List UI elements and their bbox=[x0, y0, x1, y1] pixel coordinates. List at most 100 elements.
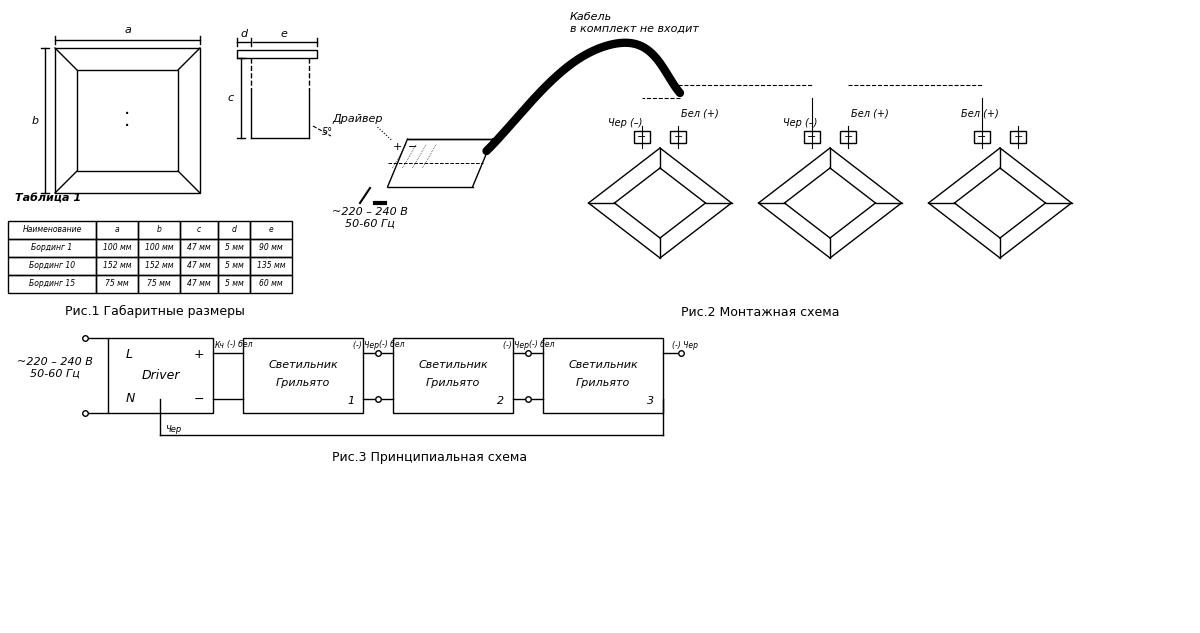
Text: 1: 1 bbox=[348, 396, 354, 406]
Text: b: b bbox=[31, 115, 38, 125]
Text: d: d bbox=[232, 225, 236, 234]
Bar bbox=[108, 338, 214, 413]
Bar bbox=[180, 221, 218, 239]
Text: 152 мм: 152 мм bbox=[103, 261, 131, 270]
Text: Таблица 1: Таблица 1 bbox=[14, 193, 82, 203]
Text: +: + bbox=[193, 348, 204, 361]
Text: Рис.2 Монтажная схема: Рис.2 Монтажная схема bbox=[680, 306, 839, 320]
Text: 5 мм: 5 мм bbox=[224, 261, 244, 270]
Text: a: a bbox=[115, 225, 119, 234]
Text: Чер (–): Чер (–) bbox=[782, 118, 817, 128]
Text: 152 мм: 152 мм bbox=[145, 261, 173, 270]
Text: N: N bbox=[126, 392, 136, 406]
Bar bbox=[77, 70, 178, 171]
Text: c: c bbox=[197, 225, 202, 234]
Text: 5 мм: 5 мм bbox=[224, 244, 244, 253]
Bar bbox=[8, 275, 96, 293]
Bar bbox=[242, 338, 364, 413]
Text: 47 мм: 47 мм bbox=[187, 261, 211, 270]
Bar bbox=[180, 239, 218, 257]
Bar bbox=[180, 257, 218, 275]
Text: (-) Чер: (-) Чер bbox=[503, 341, 529, 349]
Bar bbox=[394, 338, 514, 413]
Text: 3: 3 bbox=[648, 396, 654, 406]
Text: Драйвер: Драйвер bbox=[332, 114, 383, 124]
Bar bbox=[96, 257, 138, 275]
Text: ~220 – 240 В
50-60 Гц: ~220 – 240 В 50-60 Гц bbox=[332, 207, 408, 229]
Text: e: e bbox=[269, 225, 274, 234]
Bar bbox=[8, 221, 96, 239]
Text: 60 мм: 60 мм bbox=[259, 280, 283, 289]
Bar bbox=[138, 275, 180, 293]
Text: 2: 2 bbox=[498, 396, 504, 406]
Text: Бел (+): Бел (+) bbox=[682, 108, 719, 118]
Text: (-) Чер: (-) Чер bbox=[353, 341, 379, 349]
Text: Кч: Кч bbox=[215, 341, 224, 349]
Text: 90 мм: 90 мм bbox=[259, 244, 283, 253]
Text: ~220 – 240 В
50-60 Гц: ~220 – 240 В 50-60 Гц bbox=[17, 357, 92, 379]
Bar bbox=[542, 338, 662, 413]
Bar bbox=[8, 257, 96, 275]
Text: Светильник: Светильник bbox=[418, 361, 488, 370]
Bar bbox=[634, 131, 650, 143]
Text: Чер: Чер bbox=[166, 425, 181, 434]
Text: +: + bbox=[673, 132, 683, 142]
Bar bbox=[218, 239, 250, 257]
Text: Рис.1 Габаритные размеры: Рис.1 Габаритные размеры bbox=[65, 304, 245, 318]
Bar bbox=[8, 239, 96, 257]
Bar bbox=[250, 239, 292, 257]
Bar bbox=[96, 239, 138, 257]
Text: c: c bbox=[228, 93, 234, 103]
Bar bbox=[804, 131, 820, 143]
Text: Грильято: Грильято bbox=[276, 379, 330, 389]
Text: −: − bbox=[977, 132, 986, 142]
Bar bbox=[670, 131, 686, 143]
Text: a: a bbox=[124, 25, 131, 35]
Bar bbox=[218, 275, 250, 293]
Bar bbox=[218, 221, 250, 239]
Text: (-) бел: (-) бел bbox=[227, 341, 253, 349]
Text: Наименование: Наименование bbox=[23, 225, 82, 234]
Text: Светильник: Светильник bbox=[568, 361, 638, 370]
Text: d: d bbox=[240, 29, 247, 39]
Text: −: − bbox=[808, 132, 817, 142]
Text: ·: · bbox=[125, 105, 131, 124]
Text: Светильник: Светильник bbox=[268, 361, 338, 370]
Text: 75 мм: 75 мм bbox=[148, 280, 170, 289]
Bar bbox=[55, 48, 200, 193]
Text: Driver: Driver bbox=[142, 369, 180, 382]
Text: Грильято: Грильято bbox=[576, 379, 630, 389]
Text: 75 мм: 75 мм bbox=[106, 280, 128, 289]
Text: 135 мм: 135 мм bbox=[257, 261, 286, 270]
Text: (-) бел: (-) бел bbox=[379, 341, 404, 349]
Text: −: − bbox=[637, 132, 647, 142]
Text: +: + bbox=[392, 142, 402, 152]
Bar bbox=[180, 275, 218, 293]
Text: (-) Чер: (-) Чер bbox=[672, 341, 698, 349]
Bar bbox=[218, 257, 250, 275]
Text: Грильято: Грильято bbox=[426, 379, 480, 389]
Bar bbox=[138, 221, 180, 239]
Text: (-) бел: (-) бел bbox=[529, 341, 554, 349]
Text: +: + bbox=[844, 132, 853, 142]
Text: b: b bbox=[156, 225, 162, 234]
Text: 5°: 5° bbox=[322, 127, 332, 137]
Text: −: − bbox=[408, 142, 418, 152]
Text: +: + bbox=[1013, 132, 1022, 142]
Bar bbox=[974, 131, 990, 143]
Text: 47 мм: 47 мм bbox=[187, 244, 211, 253]
Bar bbox=[1010, 131, 1026, 143]
Text: Рис.3 Принципиальная схема: Рис.3 Принципиальная схема bbox=[332, 451, 528, 465]
Bar bbox=[250, 221, 292, 239]
Bar bbox=[96, 275, 138, 293]
Text: Бел (+): Бел (+) bbox=[961, 108, 998, 118]
Text: Кабель
в комплект не входит: Кабель в комплект не входит bbox=[570, 12, 698, 34]
Bar bbox=[238, 50, 317, 58]
Text: Бел (+): Бел (+) bbox=[851, 108, 889, 118]
Bar bbox=[96, 221, 138, 239]
Text: e: e bbox=[281, 29, 288, 39]
Bar bbox=[138, 239, 180, 257]
Text: −: − bbox=[193, 392, 204, 406]
Text: ·: · bbox=[125, 117, 131, 136]
Bar bbox=[250, 275, 292, 293]
